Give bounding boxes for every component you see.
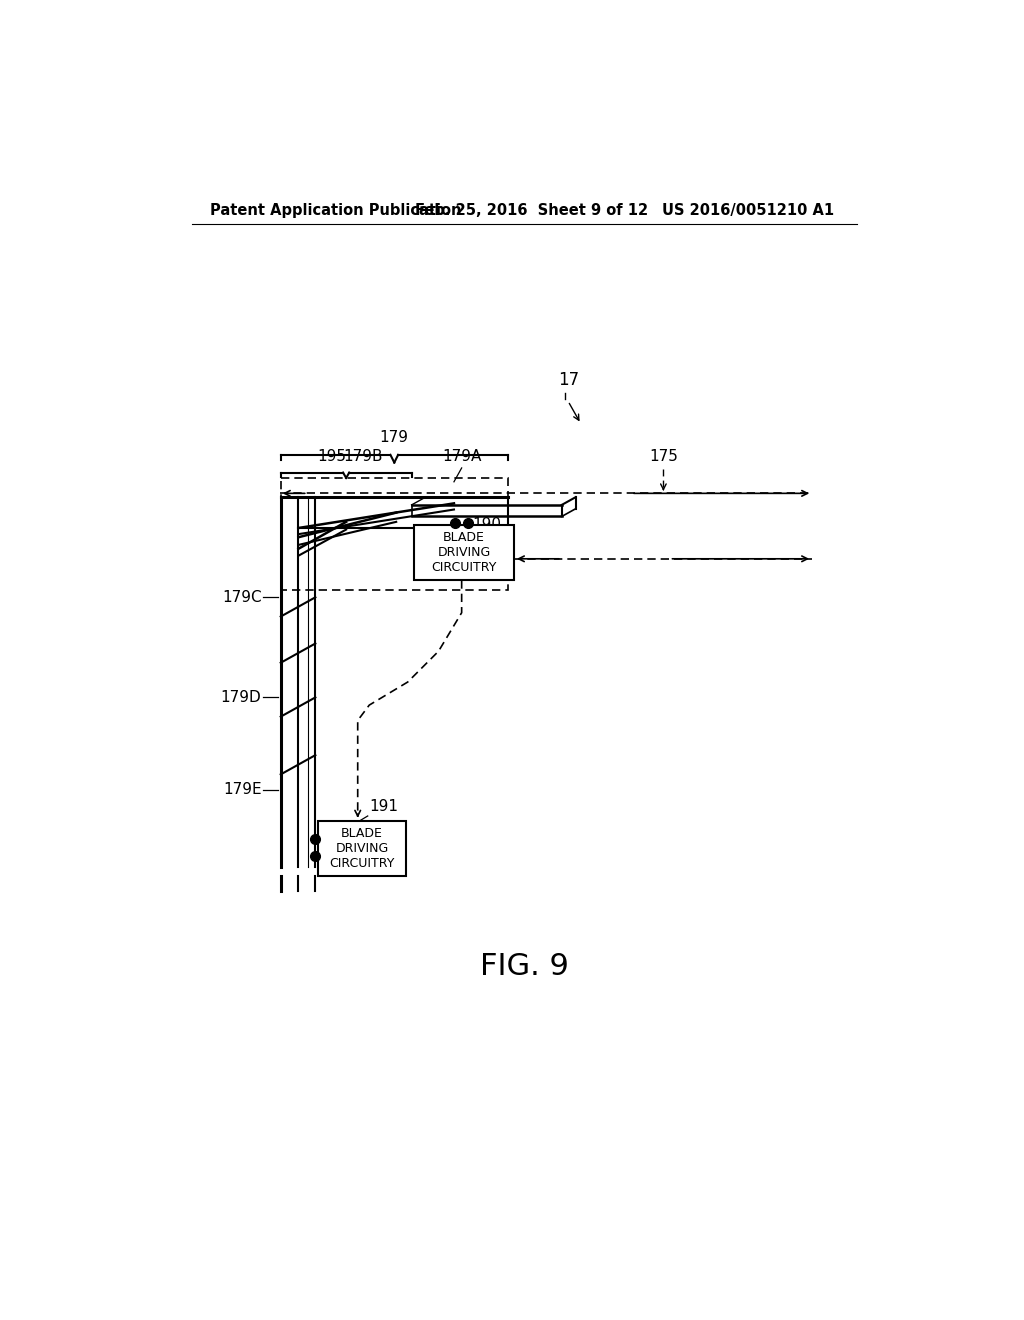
Text: 179: 179 (380, 430, 409, 445)
Bar (414, 525, 514, 581)
Text: Patent Application Publication: Patent Application Publication (210, 203, 462, 218)
Text: 190: 190 (472, 517, 502, 532)
Text: 175: 175 (649, 449, 678, 465)
Text: FIG. 9: FIG. 9 (480, 953, 569, 981)
Text: 179A: 179A (442, 449, 481, 465)
Text: 179E: 179E (223, 783, 261, 797)
Text: 195: 195 (317, 449, 347, 465)
Text: 191: 191 (370, 800, 398, 814)
Text: 17: 17 (558, 371, 579, 389)
Text: US 2016/0051210 A1: US 2016/0051210 A1 (662, 203, 834, 218)
Bar (281, 478, 508, 590)
Text: 179D: 179D (221, 690, 261, 705)
Text: Feb. 25, 2016  Sheet 9 of 12: Feb. 25, 2016 Sheet 9 of 12 (416, 203, 648, 218)
Text: 179B: 179B (343, 449, 383, 465)
Text: BLADE
DRIVING
CIRCUITRY: BLADE DRIVING CIRCUITRY (330, 826, 394, 870)
Text: BLADE
DRIVING
CIRCUITRY: BLADE DRIVING CIRCUITRY (431, 531, 497, 574)
Text: 179C: 179C (222, 590, 261, 605)
Bar (317, 821, 407, 876)
